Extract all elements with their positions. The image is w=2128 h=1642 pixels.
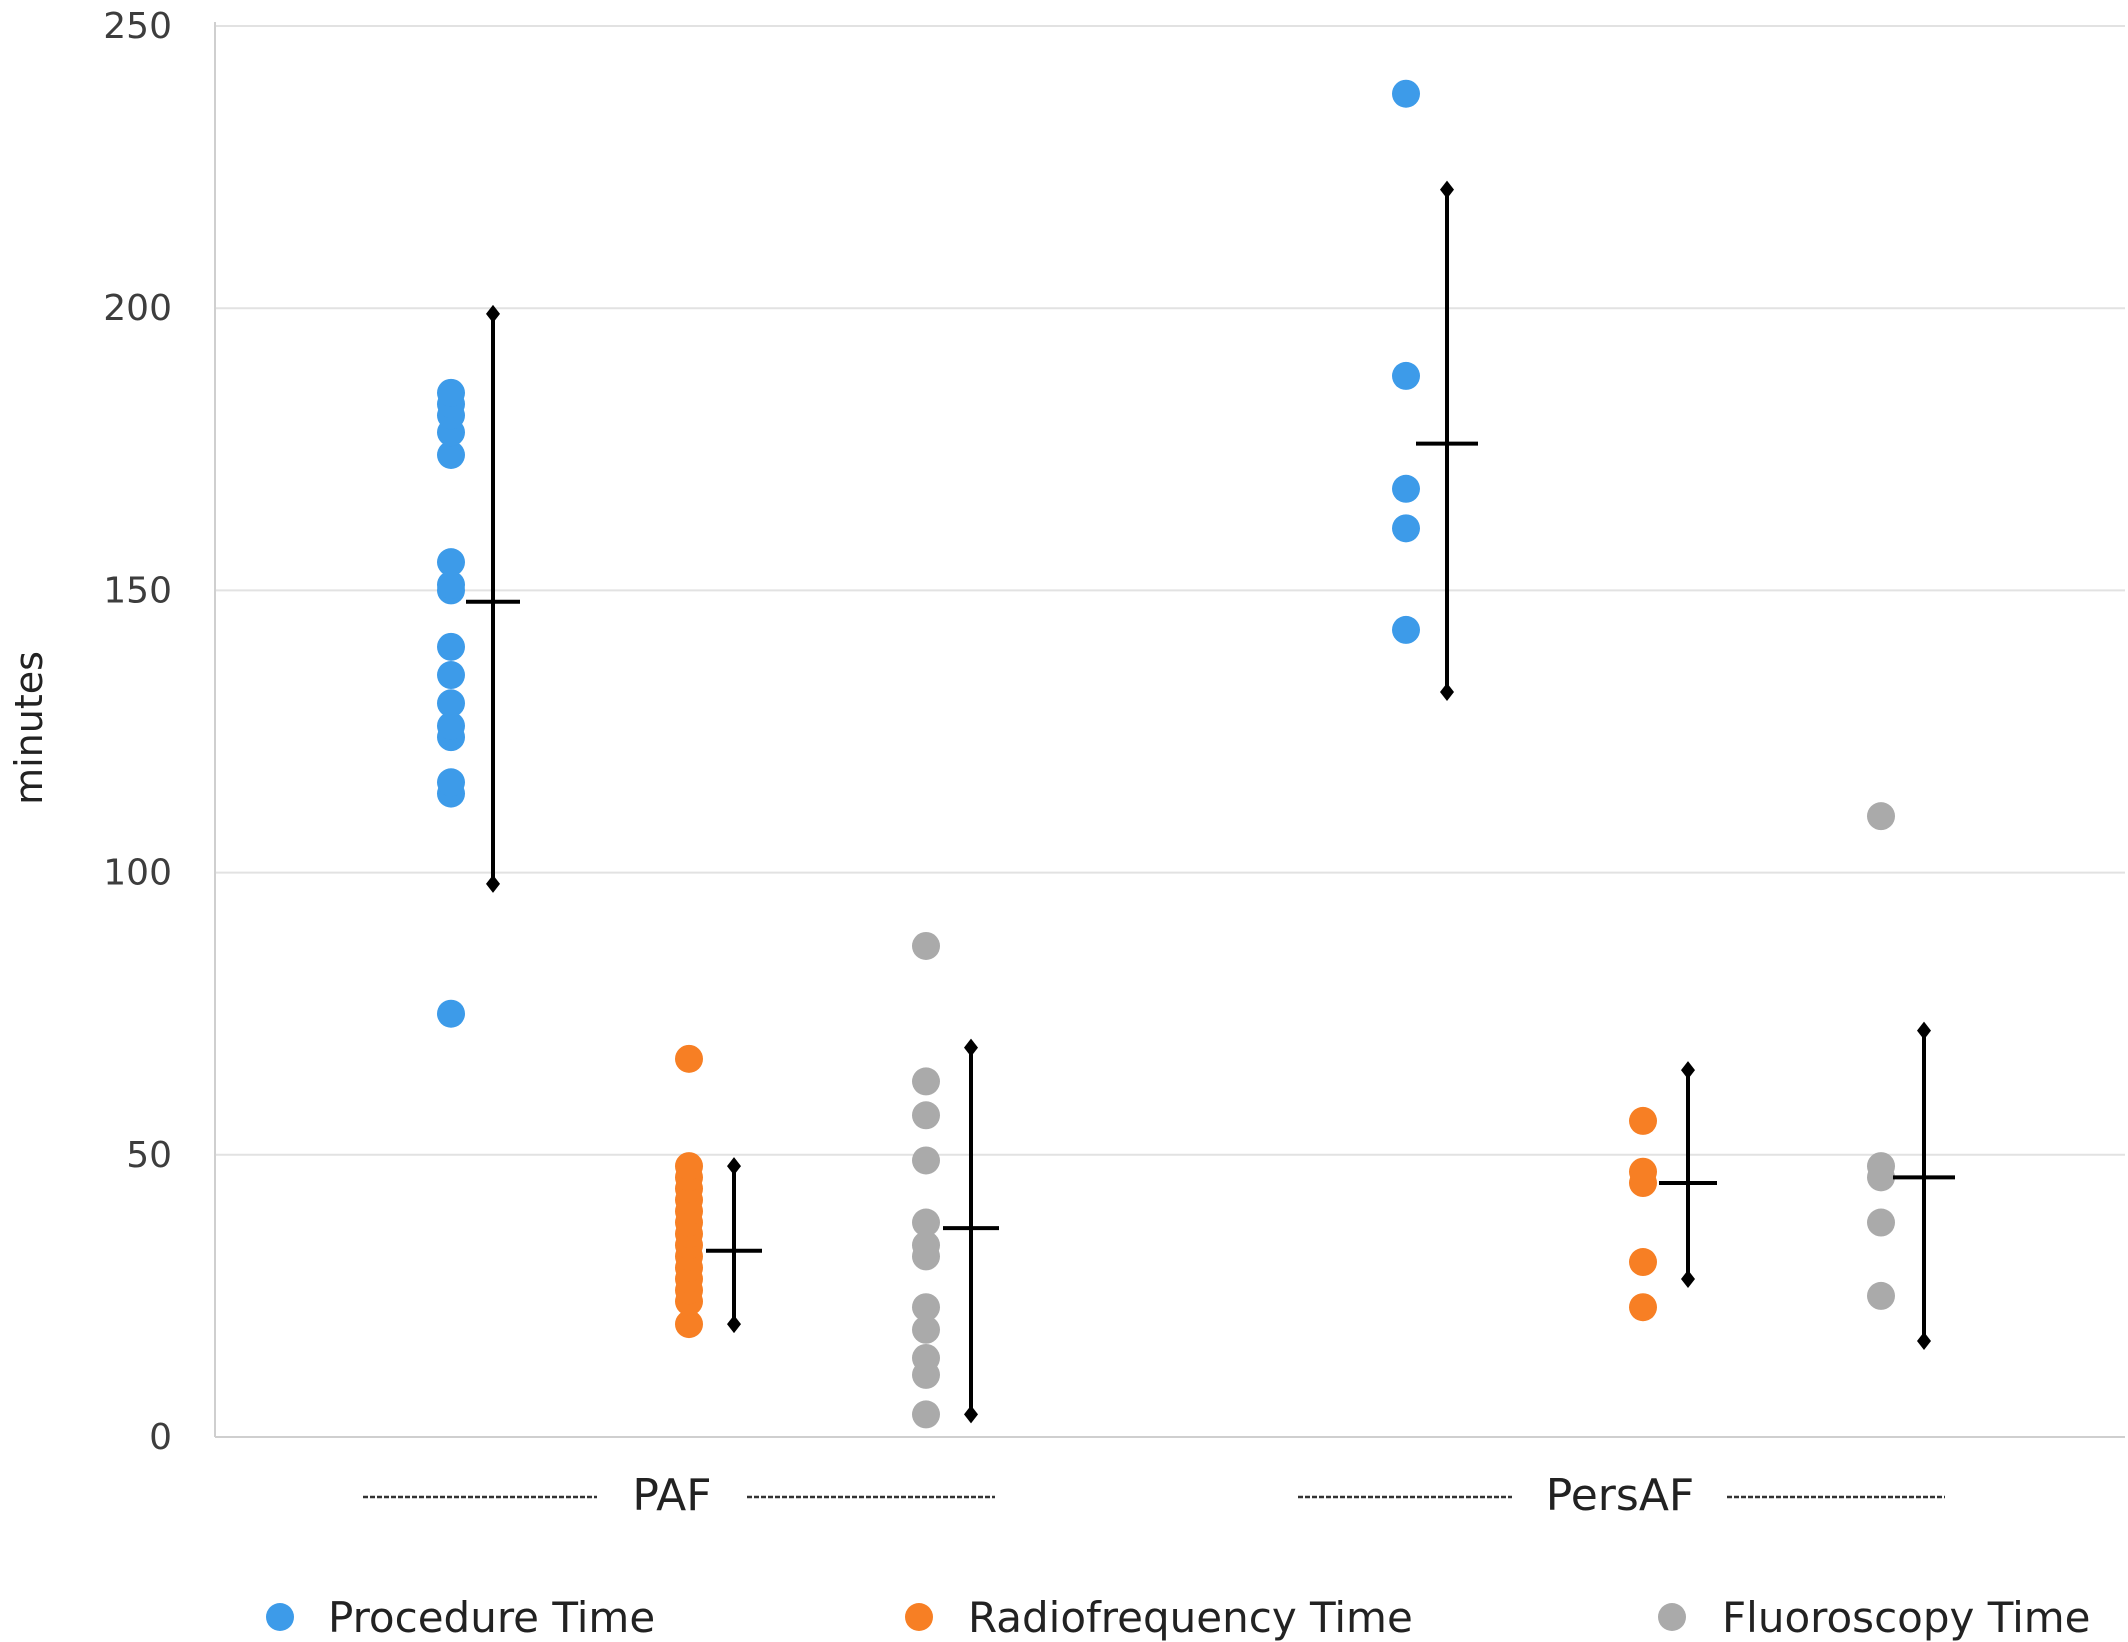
data-series bbox=[437, 79, 1895, 1429]
y-tick-label: 250 bbox=[103, 6, 172, 47]
data-point bbox=[437, 711, 465, 740]
grid-lines bbox=[215, 25, 2125, 1156]
error-bar-cap bbox=[1917, 1332, 1931, 1351]
legend-marker bbox=[905, 1603, 933, 1631]
group-label: PersAF bbox=[1546, 1470, 1694, 1521]
legend-label: Radiofrequency Time bbox=[968, 1593, 1413, 1642]
data-point bbox=[1629, 1293, 1657, 1322]
data-point bbox=[1867, 1152, 1895, 1181]
data-point bbox=[912, 1208, 940, 1237]
y-tick-label: 150 bbox=[103, 570, 172, 611]
data-point bbox=[912, 1231, 940, 1260]
error-bar-cap bbox=[727, 1315, 741, 1334]
data-point bbox=[912, 1293, 940, 1322]
y-tick-labels: 0 50 100 150 200 250 bbox=[103, 6, 172, 1458]
data-point bbox=[437, 548, 465, 577]
error-bar-cap bbox=[1681, 1269, 1695, 1288]
data-point bbox=[1867, 1208, 1895, 1237]
legend-marker bbox=[266, 1603, 294, 1631]
data-point bbox=[912, 1343, 940, 1372]
data-point bbox=[912, 1146, 940, 1175]
data-point bbox=[437, 632, 465, 661]
legend-marker bbox=[1658, 1603, 1686, 1631]
error-bar-cap bbox=[964, 1405, 978, 1424]
data-point bbox=[1867, 802, 1895, 831]
data-point bbox=[1629, 1106, 1657, 1135]
data-point bbox=[437, 768, 465, 797]
error-bar-cap bbox=[1440, 180, 1454, 199]
data-point bbox=[437, 378, 465, 407]
axes bbox=[214, 22, 2125, 1438]
group-labels: PAF PersAF bbox=[363, 1470, 1945, 1521]
error-bar-cap bbox=[1681, 1061, 1695, 1080]
y-tick-label: 100 bbox=[103, 853, 172, 894]
y-tick-label: 200 bbox=[103, 288, 172, 329]
error-bar-cap bbox=[486, 874, 500, 893]
data-point bbox=[437, 689, 465, 718]
legend: Procedure Time Radiofrequency Time Fluoros… bbox=[266, 1593, 2091, 1642]
legend-label: Procedure Time bbox=[328, 1593, 655, 1642]
data-point bbox=[675, 1310, 703, 1339]
error-bar-cap bbox=[964, 1038, 978, 1057]
y-axis-title: minutes bbox=[7, 651, 51, 805]
data-point bbox=[912, 1067, 940, 1096]
error-bar-cap bbox=[727, 1157, 741, 1176]
data-point bbox=[1392, 514, 1420, 543]
error-bar-cap bbox=[1440, 682, 1454, 701]
data-point bbox=[437, 999, 465, 1028]
group-label: PAF bbox=[632, 1470, 711, 1521]
data-point bbox=[912, 1101, 940, 1130]
data-point bbox=[437, 570, 465, 599]
data-point bbox=[1392, 474, 1420, 503]
data-point bbox=[1629, 1157, 1657, 1186]
error-bar-cap bbox=[486, 304, 500, 323]
data-point bbox=[1392, 361, 1420, 390]
y-tick-label: 0 bbox=[149, 1417, 172, 1458]
data-point bbox=[1392, 615, 1420, 644]
data-point bbox=[912, 931, 940, 960]
legend-label: Fluoroscopy Time bbox=[1722, 1593, 2091, 1642]
data-point bbox=[912, 1315, 940, 1344]
y-tick-label: 50 bbox=[126, 1135, 172, 1176]
data-point bbox=[1867, 1281, 1895, 1310]
data-point bbox=[1629, 1248, 1657, 1277]
data-point bbox=[437, 661, 465, 690]
data-point bbox=[912, 1400, 940, 1429]
data-point bbox=[675, 1044, 703, 1073]
data-point bbox=[437, 440, 465, 469]
error-bars bbox=[466, 180, 1955, 1424]
data-point bbox=[1392, 79, 1420, 108]
error-bar-cap bbox=[1917, 1021, 1931, 1040]
data-point bbox=[675, 1152, 703, 1181]
